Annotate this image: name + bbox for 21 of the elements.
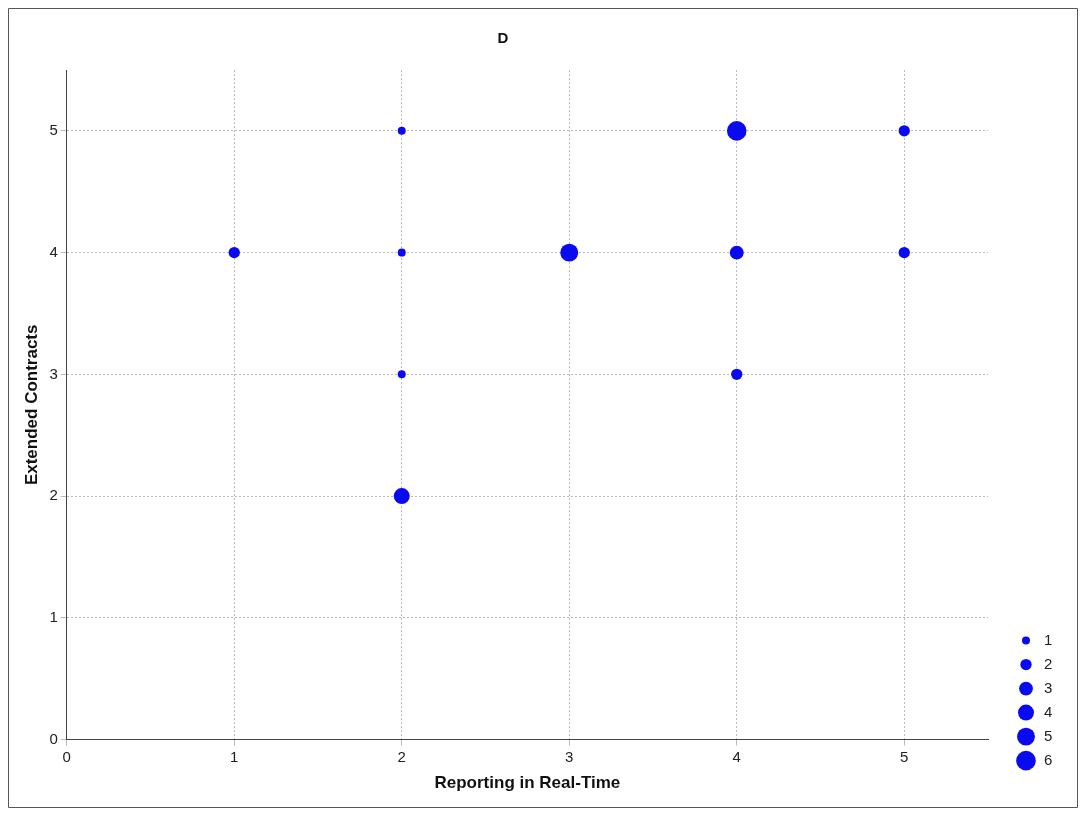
y-tick-label: 1 bbox=[49, 608, 58, 625]
legend-label: 3 bbox=[1044, 678, 1053, 696]
x-tick-label: 2 bbox=[397, 747, 406, 765]
y-tick-label: 2 bbox=[49, 486, 58, 504]
y-tick-label: 5 bbox=[49, 121, 58, 139]
x-axis-title: Reporting in Real-Time bbox=[434, 773, 621, 793]
x-tick-label: 1 bbox=[230, 747, 239, 765]
x-tick-label: 5 bbox=[900, 747, 909, 765]
chart-title: D bbox=[497, 29, 509, 47]
x-tick-label: 0 bbox=[62, 747, 71, 765]
y-tick-label: 3 bbox=[49, 364, 58, 382]
legend-label: 4 bbox=[1044, 702, 1053, 720]
legend-label: 6 bbox=[1044, 750, 1053, 768]
x-tick-label: 3 bbox=[565, 747, 574, 765]
legend-label: 5 bbox=[1044, 726, 1053, 744]
y-tick-label: 0 bbox=[49, 729, 58, 747]
legend-label: 2 bbox=[1044, 654, 1053, 672]
y-axis-title: Extended Contracts bbox=[21, 324, 41, 486]
legend-label: 1 bbox=[1044, 630, 1053, 648]
x-tick-label: 4 bbox=[732, 747, 741, 765]
y-tick-label: 4 bbox=[49, 242, 58, 260]
